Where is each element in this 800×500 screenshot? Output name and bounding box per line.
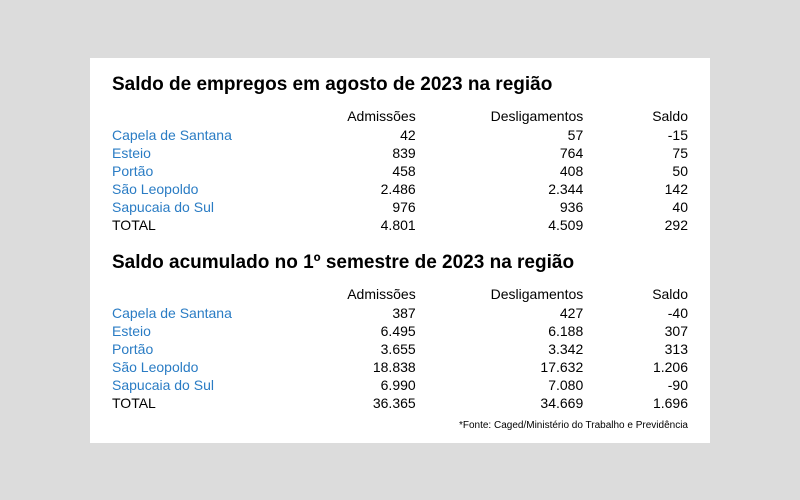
table-row: São Leopoldo 18.838 17.632 1.206 (112, 358, 688, 376)
city-cell: Sapucaia do Sul (112, 376, 269, 394)
table-row: Capela de Santana 387 427 -40 (112, 304, 688, 322)
desligamentos-cell: 57 (416, 126, 584, 144)
table1-header-saldo: Saldo (583, 106, 688, 126)
saldo-cell: -15 (583, 126, 688, 144)
table2-header-saldo: Saldo (583, 284, 688, 304)
table1-title: Saldo de empregos em agosto de 2023 na r… (112, 74, 688, 96)
table-row: São Leopoldo 2.486 2.344 142 (112, 180, 688, 198)
table-row: Esteio 839 764 75 (112, 144, 688, 162)
total-desligamentos: 4.509 (416, 216, 584, 234)
desligamentos-cell: 427 (416, 304, 584, 322)
table1-header-desligamentos: Desligamentos (416, 106, 584, 126)
table-row: Sapucaia do Sul 976 936 40 (112, 198, 688, 216)
table1-total-row: TOTAL 4.801 4.509 292 (112, 216, 688, 234)
admissoes-cell: 42 (269, 126, 416, 144)
saldo-cell: 40 (583, 198, 688, 216)
admissoes-cell: 6.495 (269, 322, 416, 340)
total-desligamentos: 34.669 (416, 394, 584, 412)
table2-header-row: Admissões Desligamentos Saldo (112, 284, 688, 304)
desligamentos-cell: 936 (416, 198, 584, 216)
table-row: Sapucaia do Sul 6.990 7.080 -90 (112, 376, 688, 394)
desligamentos-cell: 6.188 (416, 322, 584, 340)
admissoes-cell: 458 (269, 162, 416, 180)
city-cell: Capela de Santana (112, 304, 269, 322)
city-cell: Capela de Santana (112, 126, 269, 144)
table2-title: Saldo acumulado no 1º semestre de 2023 n… (112, 252, 688, 274)
desligamentos-cell: 2.344 (416, 180, 584, 198)
total-admissoes: 36.365 (269, 394, 416, 412)
admissoes-cell: 839 (269, 144, 416, 162)
saldo-cell: -90 (583, 376, 688, 394)
city-cell: São Leopoldo (112, 358, 269, 376)
saldo-cell: 75 (583, 144, 688, 162)
report-panel: Saldo de empregos em agosto de 2023 na r… (90, 58, 710, 443)
table2-total-row: TOTAL 36.365 34.669 1.696 (112, 394, 688, 412)
saldo-cell: 50 (583, 162, 688, 180)
total-label: TOTAL (112, 216, 269, 234)
table1-header-admissoes: Admissões (269, 106, 416, 126)
table-row: Portão 458 408 50 (112, 162, 688, 180)
saldo-cell: 307 (583, 322, 688, 340)
table-row: Esteio 6.495 6.188 307 (112, 322, 688, 340)
total-saldo: 1.696 (583, 394, 688, 412)
total-admissoes: 4.801 (269, 216, 416, 234)
table1-header-blank (112, 106, 269, 126)
admissoes-cell: 3.655 (269, 340, 416, 358)
desligamentos-cell: 764 (416, 144, 584, 162)
total-saldo: 292 (583, 216, 688, 234)
desligamentos-cell: 17.632 (416, 358, 584, 376)
table2-header-blank (112, 284, 269, 304)
table-row: Capela de Santana 42 57 -15 (112, 126, 688, 144)
table2-header-admissoes: Admissões (269, 284, 416, 304)
table2-header-desligamentos: Desligamentos (416, 284, 584, 304)
city-cell: São Leopoldo (112, 180, 269, 198)
city-cell: Portão (112, 162, 269, 180)
saldo-cell: 142 (583, 180, 688, 198)
desligamentos-cell: 7.080 (416, 376, 584, 394)
city-cell: Esteio (112, 322, 269, 340)
admissoes-cell: 6.990 (269, 376, 416, 394)
table2: Admissões Desligamentos Saldo Capela de … (112, 284, 688, 412)
table1-header-row: Admissões Desligamentos Saldo (112, 106, 688, 126)
city-cell: Portão (112, 340, 269, 358)
admissoes-cell: 976 (269, 198, 416, 216)
admissoes-cell: 2.486 (269, 180, 416, 198)
admissoes-cell: 18.838 (269, 358, 416, 376)
city-cell: Sapucaia do Sul (112, 198, 269, 216)
table-row: Portão 3.655 3.342 313 (112, 340, 688, 358)
saldo-cell: -40 (583, 304, 688, 322)
saldo-cell: 313 (583, 340, 688, 358)
admissoes-cell: 387 (269, 304, 416, 322)
desligamentos-cell: 408 (416, 162, 584, 180)
source-citation: *Fonte: Caged/Ministério do Trabalho e P… (112, 420, 688, 431)
table1: Admissões Desligamentos Saldo Capela de … (112, 106, 688, 234)
desligamentos-cell: 3.342 (416, 340, 584, 358)
saldo-cell: 1.206 (583, 358, 688, 376)
total-label: TOTAL (112, 394, 269, 412)
city-cell: Esteio (112, 144, 269, 162)
